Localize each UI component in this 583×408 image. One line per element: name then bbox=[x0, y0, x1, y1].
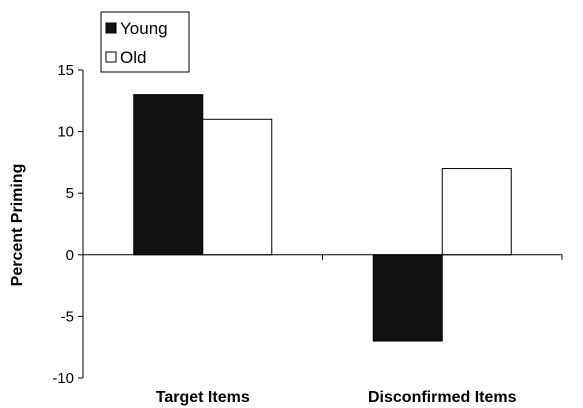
y-tick-label: -5 bbox=[61, 308, 74, 325]
bar-old-0 bbox=[202, 118, 273, 256]
y-tick-label: 10 bbox=[57, 124, 74, 141]
category-label: Target Items bbox=[156, 389, 250, 406]
legend-frame bbox=[100, 11, 190, 73]
y-tick-label: 5 bbox=[66, 185, 74, 202]
legend-label-young: Young bbox=[120, 19, 168, 38]
y-axis-title: Percent Priming bbox=[9, 164, 26, 287]
legend-item-old: Old bbox=[105, 48, 146, 67]
legend-swatch-old bbox=[105, 51, 117, 63]
y-tick-label: 0 bbox=[66, 247, 74, 264]
bar-old-1 bbox=[441, 168, 512, 256]
category-labels: Target Items Disconfirmed Items bbox=[156, 389, 517, 406]
legend-label-old: Old bbox=[120, 48, 146, 67]
bar-young-0 bbox=[133, 94, 204, 256]
bars-group bbox=[133, 94, 512, 342]
y-tick-label: 15 bbox=[57, 62, 74, 79]
category-label: Disconfirmed Items bbox=[368, 389, 517, 406]
bar-young-1 bbox=[372, 254, 443, 342]
y-tick-label: -10 bbox=[52, 370, 74, 387]
legend-swatch-young bbox=[105, 22, 117, 34]
x-axis-ticks bbox=[322, 254, 563, 260]
legend-item-young: Young bbox=[105, 19, 168, 38]
y-axis-ticks: 15 10 5 0 -5 -10 bbox=[52, 62, 83, 387]
legend: Young Old bbox=[100, 11, 190, 73]
